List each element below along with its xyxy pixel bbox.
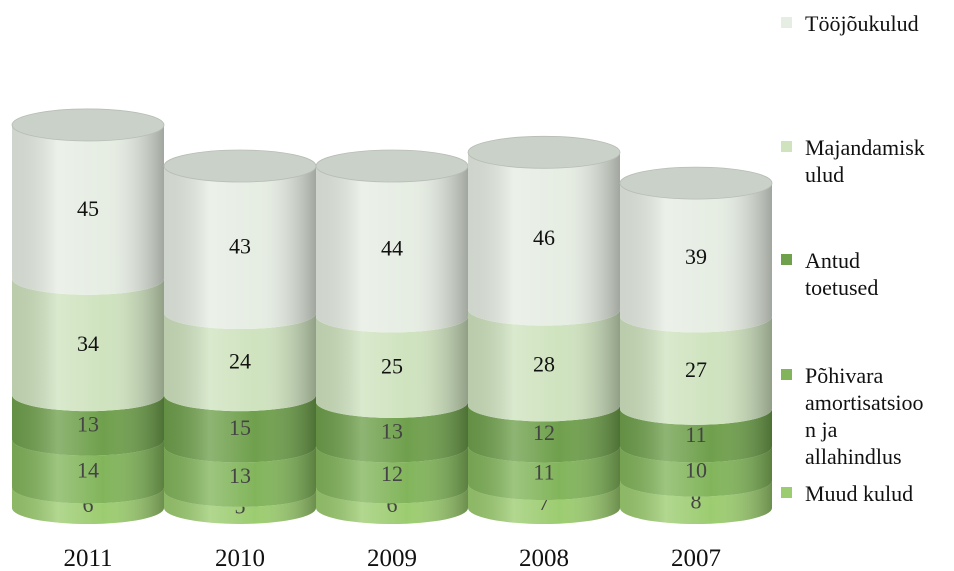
bar-segment-shading	[316, 401, 468, 463]
bar-segment-shading	[468, 309, 620, 422]
value-label-majandamiskulud-2007: 27	[685, 357, 707, 382]
value-label-majandamiskulud-2009: 25	[381, 353, 403, 378]
value-label-pohivara-amortisatsioon-ja-allahindlus-2011: 14	[77, 458, 99, 483]
legend-label-line: n ja	[805, 417, 838, 442]
bar-segment-shading	[316, 316, 468, 418]
bar-segment-shading	[164, 490, 316, 524]
value-label-majandamiskulud-2011: 34	[77, 331, 99, 356]
value-label-antud-toetused-2008: 12	[533, 420, 555, 445]
cylinder-2008: 7 11 12 28 46	[467, 135, 621, 524]
x-tick-label-2008: 2008	[519, 545, 569, 571]
bar-segment-shading	[468, 484, 620, 524]
bar-segment-shading	[620, 480, 772, 524]
value-label-antud-toetused-2011: 13	[77, 412, 99, 437]
legend-swatch-muud-kulud	[781, 487, 792, 498]
bar-segment-shading	[12, 395, 165, 456]
legend-item-muud-kulud: Muud kulud	[781, 481, 913, 506]
cylinder-2007: 8 10 11 27 39	[619, 166, 773, 524]
bar-segment-shading	[164, 166, 316, 330]
value-label-antud-toetused-2007: 11	[685, 422, 706, 447]
cylinders-layer: 6141334455131524436121325447111228468101…	[11, 108, 773, 524]
x-axis-labels: 2011 2010 2009 2008 2007	[63, 545, 721, 571]
x-tick-label-2007: 2007	[671, 545, 721, 571]
legend-label-line: ulud	[805, 162, 844, 187]
x-tick-label-2011: 2011	[63, 545, 112, 571]
bar-segment-shading	[316, 166, 468, 333]
bar-segment-shading	[316, 446, 468, 504]
bar-segment-shading	[164, 313, 316, 412]
value-label-pohivara-amortisatsioon-ja-allahindlus-2010: 13	[229, 463, 251, 488]
bar-segment-shading	[620, 408, 772, 463]
legend-label-line: Tööjõukulud	[805, 11, 919, 36]
bar-segment-shading	[620, 183, 772, 333]
legend-swatch-majandamiskulud	[781, 141, 792, 152]
cylinder-top-cap	[315, 149, 469, 183]
legend-label-line: allahindlus	[805, 444, 902, 469]
legend-item-toojoukulud: Tööjõukulud	[781, 11, 919, 36]
bar-segment-shading	[12, 278, 165, 412]
bar-segment-shading	[316, 487, 468, 524]
bar-segment-shading	[620, 446, 772, 497]
value-label-majandamiskulud-2010: 24	[229, 348, 251, 373]
legend-label-line: Majandamisk	[805, 135, 925, 160]
value-label-muud-kulud-2008: 7	[539, 490, 550, 515]
bar-segment-shading	[620, 316, 772, 425]
legend-label-line: Põhivara	[805, 363, 883, 388]
value-label-muud-kulud-2007: 8	[691, 489, 702, 514]
cylinder-2009: 6 12 13 25 44	[315, 149, 469, 524]
legend-label-line: Antud	[805, 248, 860, 273]
cylinder-top-cap	[467, 135, 621, 169]
legend-swatch-pohivara-amortisatsioon-ja-allahindlus	[781, 369, 792, 380]
bar-segment-shading	[164, 395, 316, 463]
value-label-antud-toetused-2009: 13	[381, 418, 403, 443]
value-label-majandamiskulud-2008: 28	[533, 352, 555, 377]
legend-swatch-toojoukulud	[781, 17, 792, 28]
bar-segment-shading	[164, 446, 316, 507]
bar-segment-shading	[468, 405, 620, 463]
value-label-pohivara-amortisatsioon-ja-allahindlus-2008: 11	[533, 459, 554, 484]
cylinder-top-cap	[163, 149, 317, 183]
bar-segment-shading	[12, 124, 165, 295]
cylinder-2011: 6 14 13 34 45	[11, 108, 165, 524]
value-label-pohivara-amortisatsioon-ja-allahindlus-2007: 10	[685, 458, 707, 483]
value-label-antud-toetused-2010: 15	[229, 415, 251, 440]
value-label-pohivara-amortisatsioon-ja-allahindlus-2009: 12	[381, 461, 403, 486]
legend-label-line: amortisatsioo	[805, 390, 924, 415]
value-label-muud-kulud-2011: 6	[83, 492, 94, 517]
legend-label-line: toetused	[805, 275, 878, 300]
value-label-muud-kulud-2009: 6	[387, 492, 398, 517]
value-label-toojoukulud-2011: 45	[77, 196, 99, 221]
x-tick-label-2009: 2009	[367, 545, 417, 571]
legend-label-line: Muud kulud	[805, 481, 913, 506]
bar-segment-shading	[12, 487, 164, 524]
bar-segment-shading	[468, 152, 620, 326]
value-label-toojoukulud-2010: 43	[229, 234, 251, 259]
bar-segment-shading	[12, 439, 165, 504]
value-label-toojoukulud-2009: 44	[381, 235, 403, 260]
value-label-toojoukulud-2007: 39	[685, 244, 707, 269]
value-label-toojoukulud-2008: 46	[533, 225, 555, 250]
cylinder-top-cap	[11, 108, 165, 142]
x-tick-label-2010: 2010	[215, 545, 265, 571]
legend-swatch-antud-toetused	[781, 254, 792, 265]
cylinder-top-cap	[619, 166, 773, 200]
bar-segment-shading	[468, 446, 620, 501]
